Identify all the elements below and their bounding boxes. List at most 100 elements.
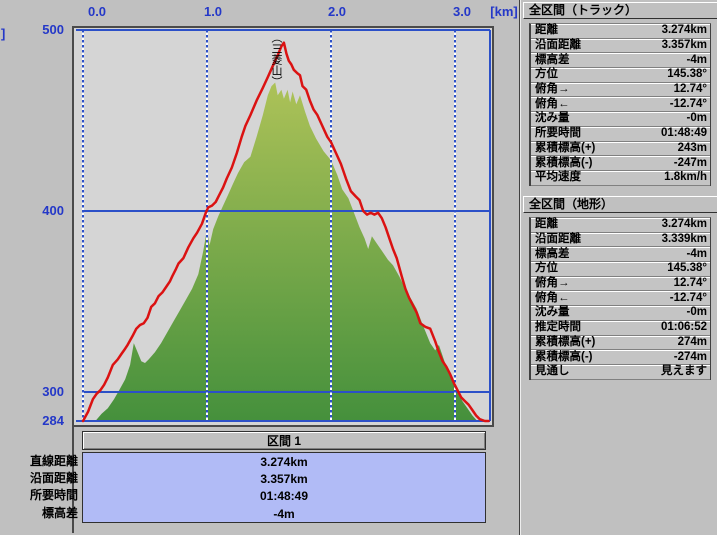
stat-row: 距離 3.274km xyxy=(531,24,710,39)
stat-label: 標高差 xyxy=(535,53,570,66)
stat-row: 標高差 -4m xyxy=(531,53,710,69)
stat-table-track: 距離 3.274km 沿面距離 3.357km 標高差 -4m 方位 145.38° 俯角→ 12… xyxy=(529,23,711,186)
terrain-area xyxy=(95,82,478,421)
section-row-value: 3.357km xyxy=(260,472,308,487)
stat-label: 累積標高(+) xyxy=(535,335,596,348)
stat-row: 方位 145.38° xyxy=(531,68,710,83)
left-pane-divider xyxy=(72,427,74,533)
x-axis-unit: [km] xyxy=(490,4,518,19)
stat-label: 俯角← xyxy=(535,291,570,304)
peak-annotation: （三菱山） xyxy=(270,32,282,87)
stat-label: 距離 xyxy=(535,24,558,37)
stat-value: 01:48:49 xyxy=(660,127,707,140)
stat-label: 方位 xyxy=(535,262,558,275)
section-row-labels: 直線距離沿面距離所要時間標高差 xyxy=(0,453,78,522)
stat-row: 俯角← -12.74° xyxy=(531,97,710,113)
y-tick-label: 500 xyxy=(42,22,64,37)
stat-row: 俯角→ 12.74° xyxy=(531,83,710,98)
stat-value: -12.74° xyxy=(669,97,707,110)
stat-value: 12.74° xyxy=(673,277,707,290)
stat-row: 沈み量 -0m xyxy=(531,112,710,127)
stat-row: 累積標高(+) 243m xyxy=(531,142,710,157)
stat-row: 推定時間 01:06:52 xyxy=(531,321,710,336)
section-header: 区間 1 xyxy=(82,431,486,450)
stat-row: 俯角← -12.74° xyxy=(531,291,710,307)
stat-value: -4m xyxy=(686,53,707,66)
stat-value: -0m xyxy=(686,306,707,319)
elevation-plot[interactable] xyxy=(72,26,494,427)
stat-row: 沈み量 -0m xyxy=(531,306,710,321)
stat-label: 沿面距離 xyxy=(535,39,581,52)
stat-label: 所要時間 xyxy=(535,127,581,140)
stat-row: 累積標高(-) -247m xyxy=(531,156,710,171)
stat-value: -247m xyxy=(673,156,707,169)
stat-row: 累積標高(-) -274m xyxy=(531,350,710,365)
stat-row: 所要時間 01:48:49 xyxy=(531,127,710,142)
stat-value: -0m xyxy=(686,112,707,125)
stat-row: 俯角→ 12.74° xyxy=(531,277,710,292)
stat-label: 俯角← xyxy=(535,97,570,110)
panel-header-track: 全区間（トラック） xyxy=(523,2,717,19)
stat-label: 見通し xyxy=(535,365,570,378)
stat-label: 累積標高(+) xyxy=(535,141,596,154)
y-tick-label: 300 xyxy=(42,384,64,399)
stat-value: -274m xyxy=(673,350,707,363)
stat-value: 243m xyxy=(677,141,707,154)
stat-label: 沈み量 xyxy=(535,306,570,319)
section-row-value: -4m xyxy=(273,506,295,521)
stat-value: 見えます xyxy=(661,365,707,378)
stat-value: 3.357km xyxy=(661,39,707,52)
stat-value: -12.74° xyxy=(669,291,707,304)
section-header-label: 区間 1 xyxy=(266,434,301,448)
stat-row: 平均速度 1.8km/h xyxy=(531,171,710,186)
stat-row: 標高差 -4m xyxy=(531,247,710,263)
stat-table-terrain: 距離 3.274km 沿面距離 3.339km 標高差 -4m 方位 145.38° 俯角→ 12… xyxy=(529,217,711,380)
stat-row: 方位 145.38° xyxy=(531,262,710,277)
stat-label: 沈み量 xyxy=(535,112,570,125)
section-row-value: 3.274km xyxy=(260,455,308,469)
section-row-value: 01:48:49 xyxy=(259,489,309,504)
x-tick-label: 0.0 xyxy=(87,4,107,19)
stat-value: 3.339km xyxy=(661,233,707,246)
stat-label: 俯角→ xyxy=(535,277,570,290)
x-tick-label: 2.0 xyxy=(327,4,347,19)
stat-value: 274m xyxy=(677,335,707,348)
elevation-chart-svg xyxy=(76,29,491,423)
stat-label: 平均速度 xyxy=(535,171,581,184)
section-row-label: 標高差 xyxy=(41,505,78,520)
stat-label: 方位 xyxy=(535,68,558,81)
stat-row: 距離 3.274km xyxy=(531,218,710,233)
stat-label: 累積標高(-) xyxy=(535,350,593,363)
stat-label: 沿面距離 xyxy=(535,233,581,246)
stat-row: 沿面距離 3.357km xyxy=(531,39,710,54)
stat-row: 沿面距離 3.339km xyxy=(531,233,710,248)
stat-value: 3.274km xyxy=(661,24,707,37)
panel-header-terrain: 全区間（地形） xyxy=(523,196,717,213)
section-row-label: 直線距離 xyxy=(29,454,78,468)
y-axis-unit-fragment: ] xyxy=(1,26,6,41)
y-tick-label: 284 xyxy=(42,412,64,428)
stat-label: 推定時間 xyxy=(535,321,581,334)
stat-value: 12.74° xyxy=(673,83,707,96)
section-row-label: 沿面距離 xyxy=(29,471,78,486)
stat-value: 145.38° xyxy=(667,68,707,81)
stat-value: 01:06:52 xyxy=(660,321,707,334)
stat-value: -4m xyxy=(686,247,707,260)
stat-value: 145.38° xyxy=(667,262,707,275)
track-line xyxy=(81,41,490,423)
stat-label: 距離 xyxy=(535,218,558,231)
y-tick-label: 400 xyxy=(42,203,64,218)
stat-row: 累積標高(+) 274m xyxy=(531,336,710,351)
stat-value: 1.8km/h xyxy=(664,171,707,184)
stat-label: 累積標高(-) xyxy=(535,156,593,169)
vertical-splitter[interactable] xyxy=(519,0,521,535)
x-tick-label: 1.0 xyxy=(203,4,223,19)
stat-label: 標高差 xyxy=(535,247,570,260)
stat-value: 3.274km xyxy=(661,218,707,231)
section-row-label: 所要時間 xyxy=(29,488,78,503)
stat-label: 俯角→ xyxy=(535,83,570,96)
x-tick-label: 3.0 xyxy=(452,4,472,19)
section-values-box: 3.274km 3.357km 01:48:49 -4m xyxy=(82,452,486,523)
stat-row: 見通し 見えます xyxy=(531,365,710,380)
